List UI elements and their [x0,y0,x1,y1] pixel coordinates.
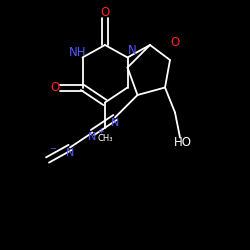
Text: O: O [170,36,179,49]
Text: HO: HO [174,136,192,149]
Text: +: + [97,127,103,136]
Text: N: N [66,148,74,158]
Text: O: O [100,6,110,19]
Text: −: − [49,144,56,153]
Text: N: N [111,118,119,128]
Text: N: N [128,44,137,57]
Text: N: N [88,132,97,142]
Text: CH₃: CH₃ [97,134,113,143]
Text: O: O [50,81,60,94]
Text: NH: NH [69,46,86,59]
